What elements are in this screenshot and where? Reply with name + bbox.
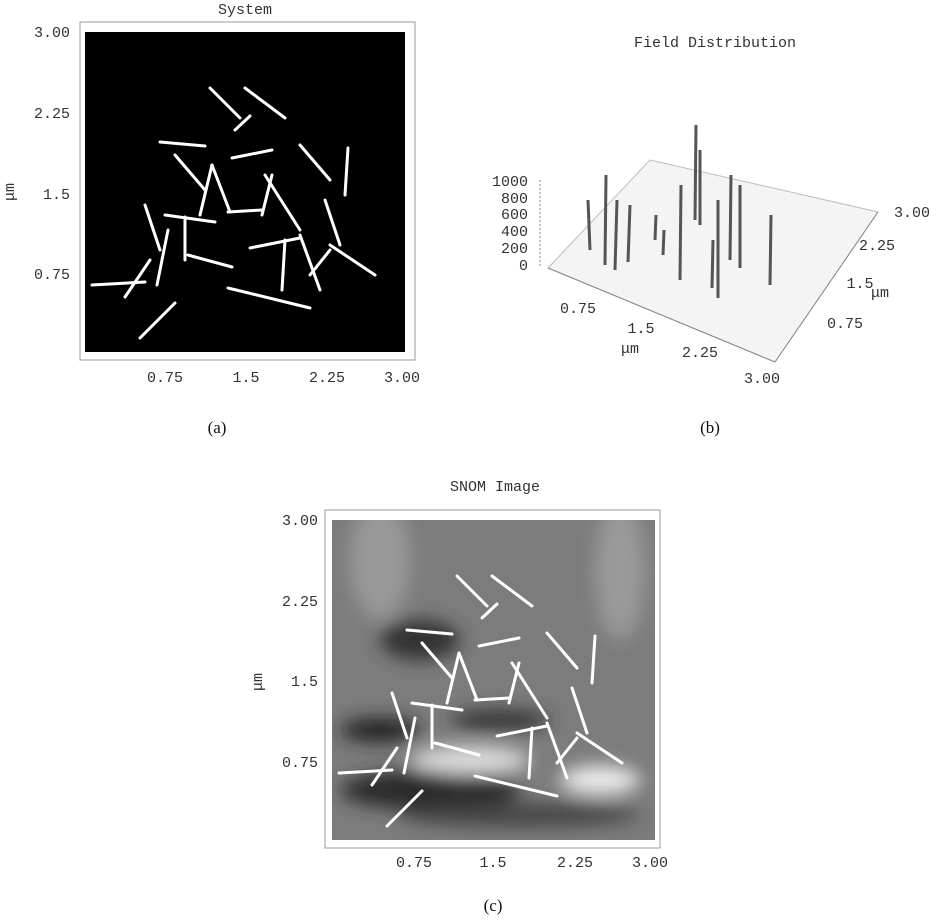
x-tick-label: 3.00 bbox=[632, 855, 668, 872]
y-tick-label: 3.00 bbox=[34, 25, 70, 42]
x-tick-label: 1.5 bbox=[232, 370, 259, 387]
y-tick-label: 3.00 bbox=[894, 205, 930, 222]
x-tick-label: 2.25 bbox=[682, 345, 718, 362]
z-tick-label: 600 bbox=[501, 207, 528, 224]
y-tick-label: 3.00 bbox=[282, 513, 318, 530]
caption: (a) bbox=[208, 418, 227, 437]
y-axis-label: μm bbox=[250, 673, 267, 691]
y-tick-label: 1.5 bbox=[43, 187, 70, 204]
y-tick-label: 2.25 bbox=[282, 594, 318, 611]
panel-title: Field Distribution bbox=[634, 35, 796, 52]
y-tick-label: 1.5 bbox=[291, 674, 318, 691]
y-tick-label: 0.75 bbox=[827, 316, 863, 333]
x-tick-label: 2.25 bbox=[309, 370, 345, 387]
x-tick-label: 0.75 bbox=[560, 301, 596, 318]
x-tick-label: 0.75 bbox=[396, 855, 432, 872]
y-axis-label: μm bbox=[2, 183, 19, 201]
x-axis-label: μm bbox=[621, 341, 639, 358]
panel-title: System bbox=[218, 2, 272, 19]
y-tick-label: 2.25 bbox=[34, 106, 70, 123]
z-tick-label: 200 bbox=[501, 241, 528, 258]
figure: System 3.00 2.25 1.5 0.75 0.75 1.5 2.25 … bbox=[0, 0, 948, 924]
z-tick-label: 1000 bbox=[492, 174, 528, 191]
system-image bbox=[85, 32, 405, 352]
z-tick-label: 800 bbox=[501, 191, 528, 208]
y-tick-label: 1.5 bbox=[846, 276, 873, 293]
panel-c: SNOM Image 3.00 2.25 1.5 0.75 0.75 1.5 2… bbox=[250, 479, 668, 915]
caption: (b) bbox=[700, 418, 720, 437]
panel-title: SNOM Image bbox=[450, 479, 540, 496]
y-tick-label: 2.25 bbox=[859, 238, 895, 255]
panel-a: System 3.00 2.25 1.5 0.75 0.75 1.5 2.25 … bbox=[2, 2, 420, 437]
x-tick-label: 1.5 bbox=[479, 855, 506, 872]
y-tick-label: 0.75 bbox=[34, 267, 70, 284]
x-tick-label: 2.25 bbox=[557, 855, 593, 872]
caption: (c) bbox=[484, 896, 503, 915]
panel-b: Field Distribution 1000 800 600 400 200 … bbox=[492, 35, 930, 437]
x-tick-label: 0.75 bbox=[147, 370, 183, 387]
z-tick-label: 0 bbox=[519, 258, 528, 275]
x-tick-label: 3.00 bbox=[384, 370, 420, 387]
z-tick-label: 400 bbox=[501, 224, 528, 241]
y-tick-label: 0.75 bbox=[282, 755, 318, 772]
x-tick-label: 3.00 bbox=[744, 371, 780, 388]
y-axis-label: μm bbox=[871, 285, 889, 302]
x-tick-label: 1.5 bbox=[627, 321, 654, 338]
